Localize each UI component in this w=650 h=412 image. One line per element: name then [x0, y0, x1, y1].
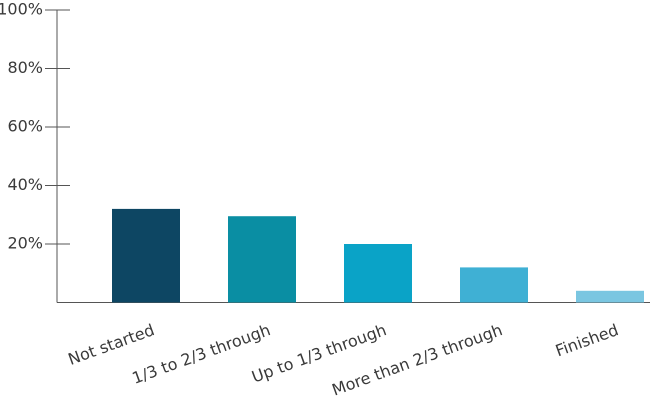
bar [460, 267, 528, 303]
x-tick-label: Finished [553, 320, 621, 360]
y-tick-label: 20% [7, 234, 43, 253]
x-tick-label: Not started [65, 320, 156, 369]
bar [344, 244, 412, 303]
y-tick-label: 100% [0, 0, 43, 19]
y-tick-label: 40% [7, 175, 43, 194]
bar [576, 290, 644, 303]
bar [112, 208, 180, 303]
y-tick-label: 80% [7, 58, 43, 77]
bar [228, 216, 296, 303]
y-tick-label: 60% [7, 117, 43, 136]
